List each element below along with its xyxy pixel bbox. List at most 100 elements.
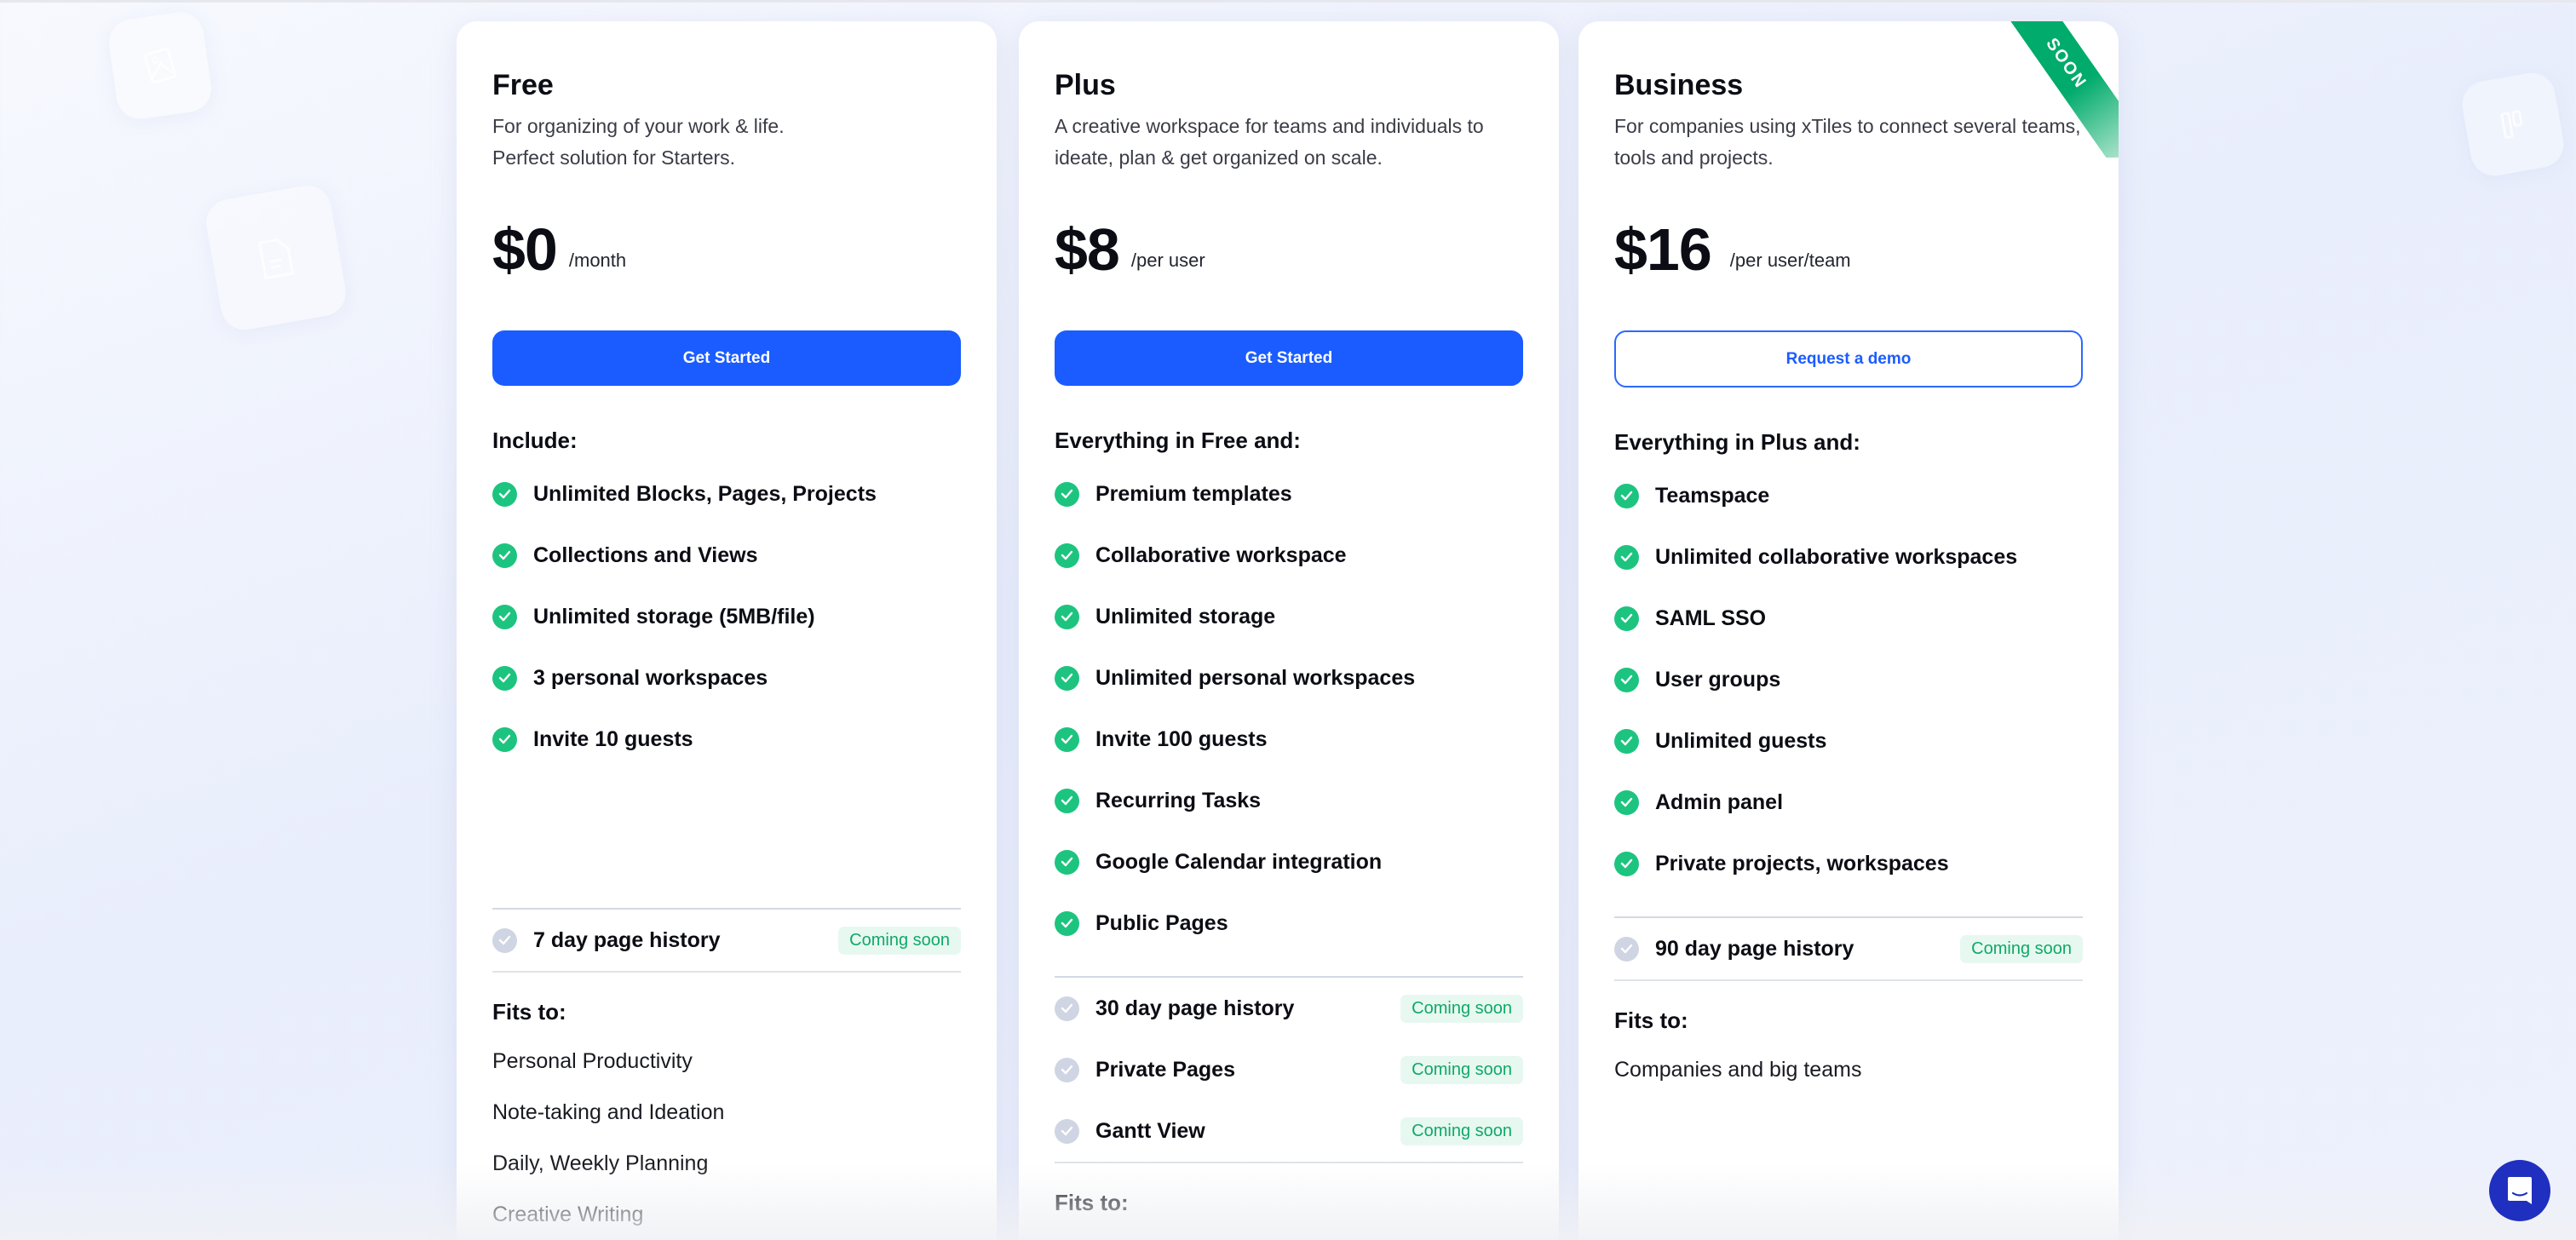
- fits-item: Companies and big teams: [1614, 1057, 1862, 1082]
- check-icon: [1614, 667, 1639, 692]
- fits-list: Personal Productivity Note-taking and Ide…: [492, 1036, 961, 1240]
- fits-heading: Fits to:: [1614, 1008, 1688, 1033]
- feature-list: Unlimited Blocks, Pages, Projects Collect…: [492, 463, 961, 770]
- fits-item: Personal Productivity: [492, 1048, 693, 1073]
- coming-soon-badge: Coming soon: [838, 926, 961, 955]
- feature-item: Google Calendar integration: [1055, 831, 1523, 893]
- coming-soon-section: 7 day page history Coming soon: [492, 908, 961, 973]
- board-icon: [2500, 110, 2523, 139]
- check-icon: [1614, 606, 1639, 631]
- feature-label: Unlimited storage (5MB/file): [533, 604, 815, 629]
- feature-item: Unlimited personal workspaces: [1055, 647, 1523, 709]
- feature-label: Recurring Tasks: [1095, 788, 1262, 812]
- feature-item: Private projects, workspaces: [1614, 833, 2083, 894]
- feature-label: 30 day page history: [1095, 996, 1295, 1020]
- price-amount: $16: [1614, 216, 1712, 283]
- plan-title: Plus: [1055, 69, 1116, 101]
- feature-item: User groups: [1614, 649, 2083, 710]
- coming-soon-section: 90 day page history Coming soon: [1614, 916, 2083, 981]
- fits-item: Note-taking and Ideation: [492, 1099, 725, 1124]
- check-icon: [492, 481, 517, 507]
- check-disabled-icon: [1055, 996, 1079, 1021]
- feature-label: Private projects, workspaces: [1655, 851, 1949, 875]
- fits-item: Creative Writing: [492, 1202, 644, 1226]
- plan-price: $0 /month: [492, 215, 961, 284]
- plan-title: Business: [1614, 69, 1744, 101]
- check-icon: [1055, 665, 1079, 691]
- price-amount: $0: [492, 216, 558, 283]
- feature-item: Collaborative workspace: [1055, 525, 1523, 586]
- get-started-button[interactable]: Get Started: [492, 330, 961, 386]
- coming-soon-badge: Coming soon: [1960, 934, 2083, 963]
- soon-ribbon: SOON: [1982, 21, 2119, 158]
- price-amount: $8: [1055, 216, 1120, 283]
- feature-label: Gantt View: [1095, 1118, 1205, 1143]
- coming-soon-badge: Coming soon: [1400, 1117, 1523, 1145]
- check-icon: [1055, 849, 1079, 875]
- fits-heading: Fits to:: [1055, 1190, 1129, 1215]
- chat-launcher-button[interactable]: [2489, 1160, 2550, 1221]
- check-icon: [492, 542, 517, 568]
- ribbon-label: SOON: [1992, 21, 2119, 158]
- price-period: /per user/team: [1729, 250, 1851, 271]
- background-tile-document: [202, 181, 350, 334]
- get-started-button[interactable]: Get Started: [1055, 330, 1523, 386]
- document-icon: [257, 238, 295, 279]
- request-demo-button[interactable]: Request a demo: [1614, 330, 2083, 388]
- features-heading: Include:: [492, 428, 578, 453]
- chat-bubble-icon: [2508, 1177, 2532, 1204]
- feature-label: Public Pages: [1095, 910, 1228, 935]
- feature-item: Unlimited storage: [1055, 586, 1523, 647]
- feature-label: Unlimited guests: [1655, 728, 1827, 753]
- image-icon: [144, 48, 176, 83]
- feature-label: 7 day page history: [533, 927, 721, 952]
- features-heading: Everything in Free and:: [1055, 428, 1301, 453]
- plan-description: For companies using xTiles to connect se…: [1614, 115, 2081, 169]
- check-icon: [1614, 851, 1639, 876]
- feature-item: SAML SSO: [1614, 588, 2083, 649]
- plan-description: For organizing of your work & life. Perf…: [492, 115, 785, 169]
- plan-price: $16 /per user/team: [1614, 215, 2083, 284]
- coming-soon-item: 30 day page history Coming soon: [1055, 978, 1523, 1039]
- fits-list: Companies and big teams: [1614, 1044, 2083, 1095]
- feature-item: Unlimited guests: [1614, 710, 2083, 772]
- plan-card-business: SOON Business For companies using xTiles…: [1578, 21, 2119, 1240]
- coming-soon-item: 90 day page history Coming soon: [1614, 918, 2083, 979]
- coming-soon-badge: Coming soon: [1400, 1055, 1523, 1084]
- check-icon: [1055, 481, 1079, 507]
- feature-label: Premium templates: [1095, 481, 1292, 506]
- plan-description: A creative workspace for teams and indiv…: [1055, 115, 1484, 169]
- price-period: /month: [568, 250, 627, 271]
- background-tile-board: [2458, 69, 2567, 180]
- feature-item: Teamspace: [1614, 465, 2083, 526]
- plan-card-plus: Plus A creative workspace for teams and …: [1019, 21, 1559, 1240]
- plan-card-free: Free For organizing of your work & life.…: [457, 21, 997, 1240]
- feature-item: Invite 10 guests: [492, 709, 961, 770]
- feature-label: SAML SSO: [1655, 606, 1767, 630]
- check-icon: [492, 604, 517, 629]
- coming-soon-section: 30 day page history Coming soon Private Pa…: [1055, 976, 1523, 1163]
- price-period: /per user: [1130, 250, 1205, 271]
- feature-label: Unlimited collaborative workspaces: [1655, 544, 2018, 569]
- feature-label: Unlimited Blocks, Pages, Projects: [533, 481, 877, 506]
- check-icon: [492, 726, 517, 752]
- check-icon: [1055, 910, 1079, 936]
- check-icon: [1614, 728, 1639, 754]
- feature-label: Unlimited personal workspaces: [1095, 665, 1416, 690]
- check-icon: [1055, 542, 1079, 568]
- feature-item: Recurring Tasks: [1055, 770, 1523, 831]
- feature-item: Unlimited storage (5MB/file): [492, 586, 961, 647]
- feature-label: Invite 10 guests: [533, 726, 693, 751]
- fits-item: Daily, Weekly Planning: [492, 1151, 709, 1175]
- feature-list: Teamspace Unlimited collaborative workspa…: [1614, 465, 2083, 894]
- feature-label: 90 day page history: [1655, 936, 1854, 961]
- feature-item: Collections and Views: [492, 525, 961, 586]
- features-heading: Everything in Plus and:: [1614, 429, 1860, 455]
- check-icon: [1055, 604, 1079, 629]
- feature-label: Teamspace: [1655, 483, 1770, 508]
- feature-label: Unlimited storage: [1095, 604, 1276, 629]
- feature-label: Collaborative workspace: [1095, 542, 1347, 567]
- plan-price: $8 /per user: [1055, 215, 1523, 284]
- feature-list: Premium templates Collaborative workspace…: [1055, 463, 1523, 954]
- feature-item: Public Pages: [1055, 893, 1523, 954]
